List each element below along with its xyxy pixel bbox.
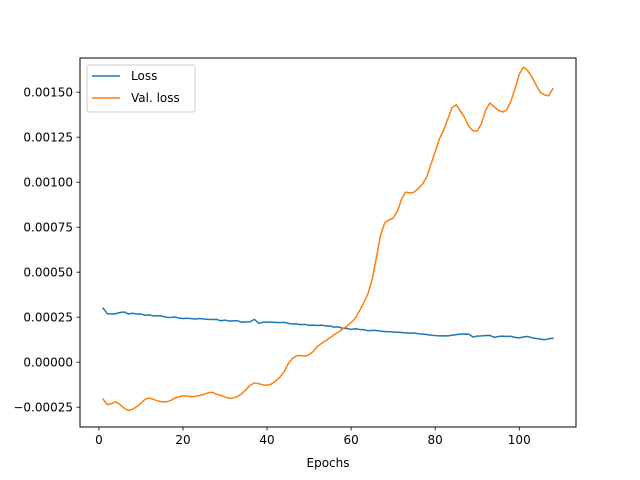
legend: Loss Val. loss bbox=[86, 64, 196, 113]
y-tick-label: 0.00100 bbox=[23, 176, 73, 190]
x-tick-label: 100 bbox=[508, 433, 531, 447]
y-tick-label: 0.00050 bbox=[23, 266, 73, 280]
x-tick-label: 60 bbox=[343, 433, 358, 447]
y-tick-marks bbox=[76, 91, 80, 408]
x-tick-label: 40 bbox=[259, 433, 274, 447]
x-tick-labels: 0 20 40 60 80 100 bbox=[95, 433, 531, 447]
y-tick-labels: −0.00025 0.00000 0.00025 0.00050 0.00075 0.00… bbox=[13, 86, 73, 415]
y-tick-label: 0.00125 bbox=[23, 131, 73, 145]
plot-area-frame bbox=[79, 57, 577, 428]
y-tick-label: 0.00150 bbox=[23, 86, 73, 100]
y-tick-label: 0.00075 bbox=[23, 221, 73, 235]
legend-label-val-loss: Val. loss bbox=[131, 91, 180, 105]
legend-label-loss: Loss bbox=[131, 69, 157, 83]
x-tick-label: 80 bbox=[428, 433, 443, 447]
series-line-val-loss bbox=[102, 66, 554, 412]
y-tick-label: 0.00025 bbox=[23, 311, 73, 325]
series-lines bbox=[102, 66, 554, 412]
y-tick-label: −0.00025 bbox=[13, 401, 73, 415]
x-tick-marks bbox=[98, 427, 520, 431]
x-axis-label: Epochs bbox=[307, 456, 350, 470]
y-tick-label: 0.00000 bbox=[23, 356, 73, 370]
x-tick-label: 0 bbox=[95, 433, 103, 447]
x-tick-label: 20 bbox=[175, 433, 190, 447]
series-line-loss bbox=[102, 307, 554, 341]
